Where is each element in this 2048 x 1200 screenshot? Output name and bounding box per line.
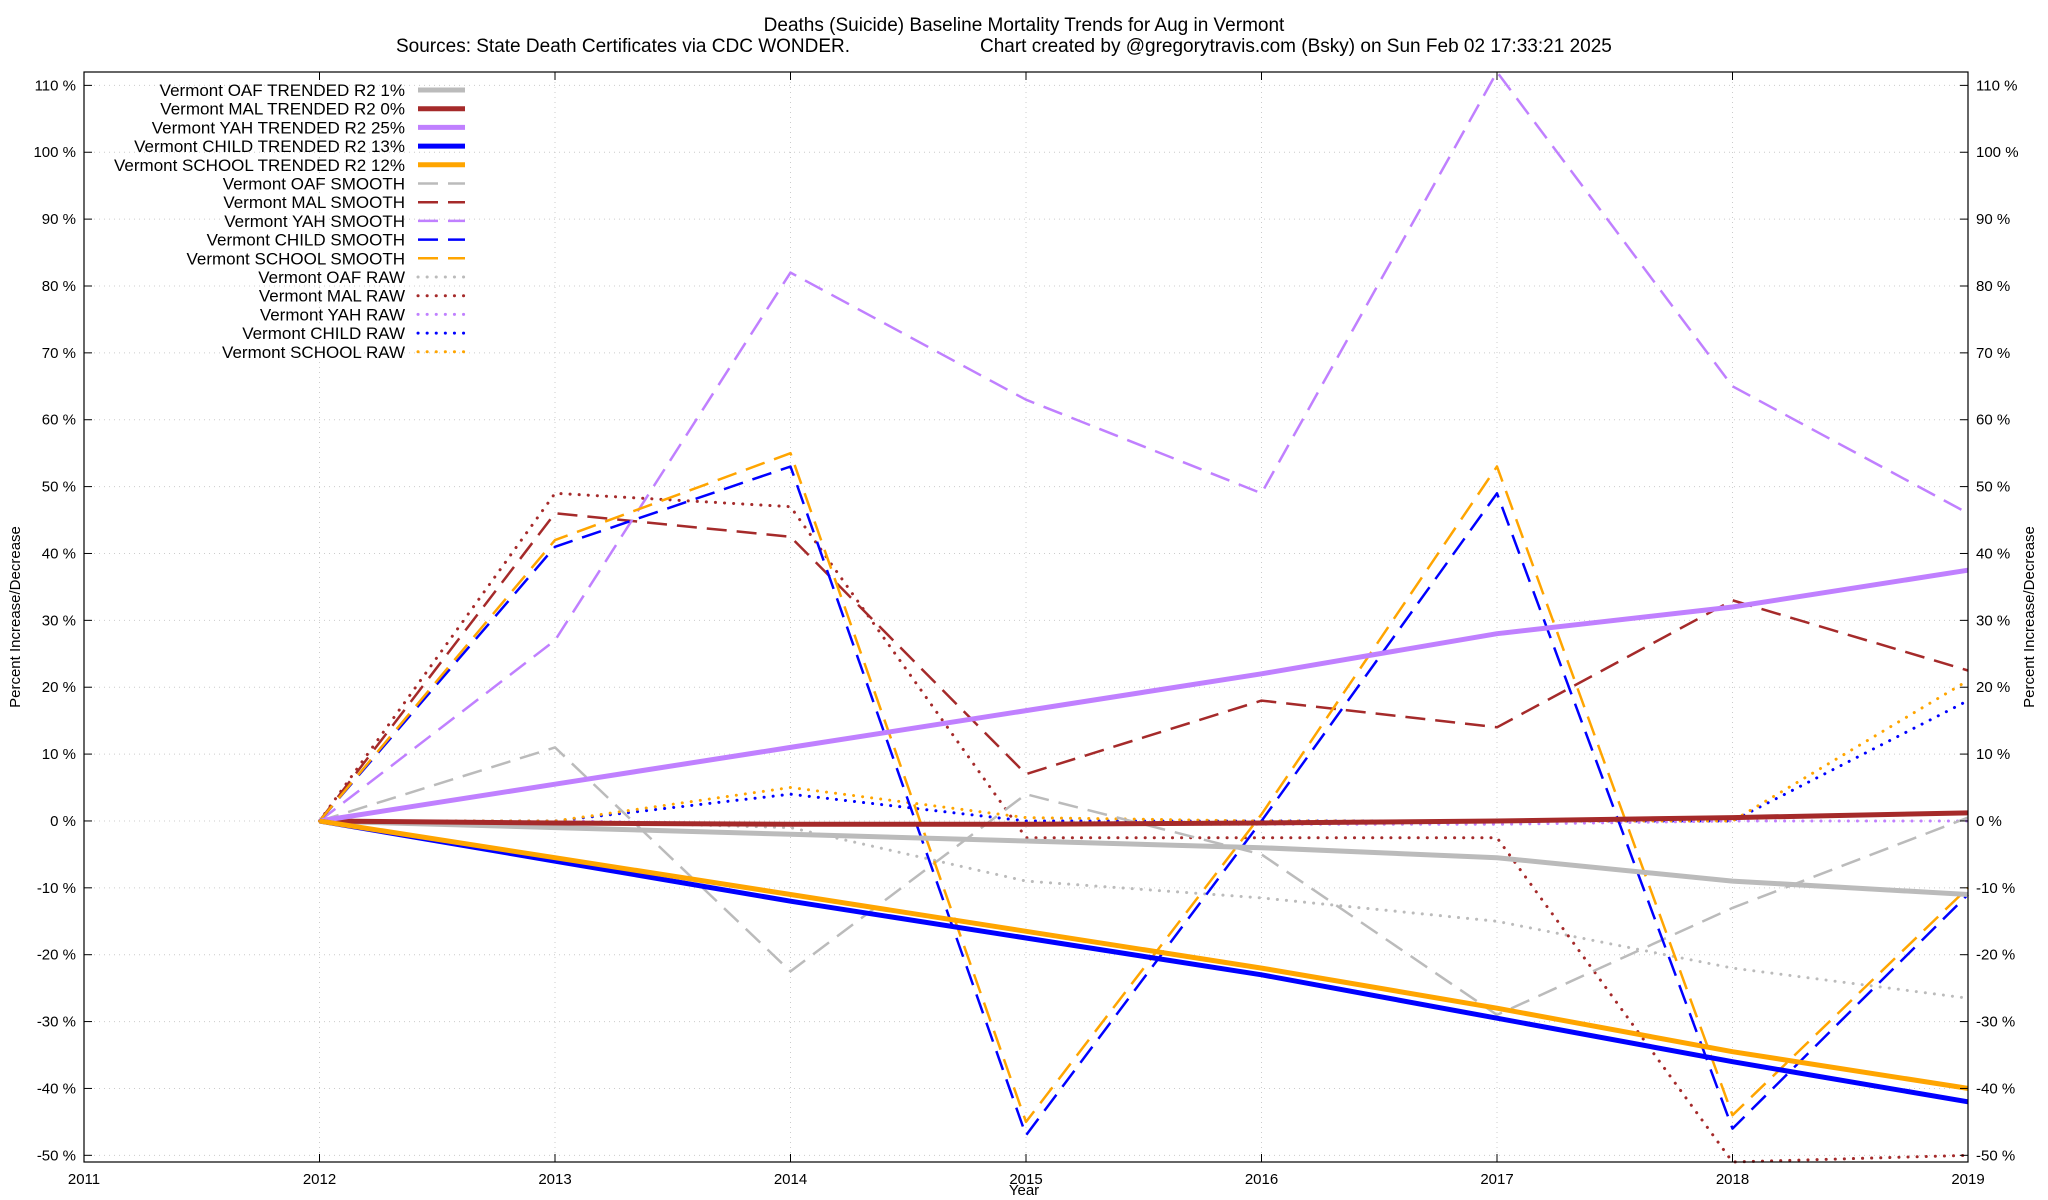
- y-tick-label-left: -20 %: [37, 947, 76, 964]
- series-line-vermont-yah-smooth: [318, 70, 1969, 822]
- series-line-vermont-school-smooth: [318, 451, 1969, 1124]
- y-tick-label-left: 80 %: [42, 278, 76, 295]
- legend-label: Vermont SCHOOL SMOOTH: [186, 249, 405, 268]
- legend-label: Vermont SCHOOL RAW: [222, 343, 405, 362]
- chart-subtitle-source: Sources: State Death Certificates via CD…: [396, 36, 850, 57]
- y-axis-label-left: Percent Increase/Decrease: [7, 526, 24, 708]
- y-tick-label-left: 90 %: [42, 211, 76, 228]
- x-tick-label: 2018: [1716, 1171, 1749, 1188]
- legend-label: Vermont CHILD SMOOTH: [207, 231, 405, 250]
- y-tick-label-left: -40 %: [37, 1080, 76, 1097]
- legend-label: Vermont CHILD RAW: [242, 324, 405, 343]
- y-tick-label-left: 110 %: [35, 77, 76, 94]
- legend-label: Vermont SCHOOL TRENDED R2 12%: [114, 156, 405, 175]
- y-tick-label-left: -10 %: [37, 880, 76, 897]
- legend-label: Vermont OAF SMOOTH: [223, 175, 405, 194]
- legend-label: Vermont MAL TRENDED R2 0%: [160, 100, 405, 119]
- y-tick-label-right: 80 %: [1976, 278, 2010, 295]
- y-tick-label-right: 110 %: [1976, 77, 2017, 94]
- y-tick-label-right: 10 %: [1976, 746, 2010, 763]
- y-tick-label-left: 100 %: [33, 144, 76, 161]
- series-line-vermont-mal-smooth: [318, 512, 1969, 822]
- x-tick-label: 2014: [774, 1171, 807, 1188]
- y-tick-label-left: 70 %: [42, 345, 76, 362]
- legend-label: Vermont MAL SMOOTH: [223, 193, 405, 212]
- x-tick-label: 2019: [1951, 1171, 1984, 1188]
- legend-label: Vermont CHILD TRENDED R2 13%: [134, 137, 405, 156]
- y-tick-label-right: 90 %: [1976, 211, 2010, 228]
- y-tick-label-right: -20 %: [1976, 947, 2015, 964]
- x-tick-label: 2012: [303, 1171, 336, 1188]
- x-tick-label: 2013: [538, 1171, 571, 1188]
- series-line-vermont-school-trended: [319, 818, 1969, 1091]
- x-tick-label: 2017: [1480, 1171, 1513, 1188]
- x-tick-label: 2011: [68, 1171, 100, 1188]
- legend-label: Vermont OAF RAW: [258, 268, 405, 287]
- series-lines: [318, 70, 1970, 1164]
- y-tick-label-left: 50 %: [42, 479, 76, 496]
- y-tick-label-left: 30 %: [42, 612, 76, 629]
- y-tick-label-left: -50 %: [37, 1147, 76, 1164]
- y-tick-label-right: 60 %: [1976, 412, 2010, 429]
- series-line-vermont-child-raw: [318, 699, 1970, 823]
- series-line-vermont-yah-raw: [318, 819, 1970, 826]
- y-tick-label-right: -50 %: [1976, 1147, 2015, 1164]
- chart-subtitle-credit: Chart created by @gregorytravis.com (Bsk…: [980, 36, 1612, 57]
- legend-label: Vermont YAH SMOOTH: [224, 212, 405, 231]
- y-tick-label-right: 100 %: [1976, 144, 2019, 161]
- y-tick-label-left: 20 %: [42, 679, 76, 696]
- x-axis-label: Year: [1009, 1182, 1039, 1199]
- series-line-vermont-child-trended: [319, 818, 1969, 1105]
- y-tick-label-right: 0 %: [1976, 813, 2002, 830]
- series-line-vermont-mal-raw: [318, 491, 1970, 1164]
- y-tick-label-left: 40 %: [42, 545, 76, 562]
- grid: [83, 72, 1969, 1162]
- y-tick-label-right: 30 %: [1976, 612, 2010, 629]
- y-tick-label-left: 10 %: [42, 746, 76, 763]
- y-tick-label-right: -40 %: [1976, 1080, 2015, 1097]
- y-tick-label-right: 40 %: [1976, 545, 2010, 562]
- y-tick-label-left: 0 %: [50, 813, 76, 830]
- legend-label: Vermont OAF TRENDED R2 1%: [160, 81, 405, 100]
- y-tick-label-right: 20 %: [1976, 679, 2010, 696]
- y-axis-label-right: Percent Increase/Decrease: [2021, 526, 2038, 708]
- chart-title: Deaths (Suicide) Baseline Mortality Tren…: [764, 15, 1285, 36]
- series-line-vermont-mal-trended: [319, 810, 1969, 827]
- x-tick-label: 2015: [1009, 1171, 1042, 1188]
- series-line-vermont-yah-trended: [319, 567, 1969, 824]
- y-tick-label-right: -10 %: [1976, 880, 2015, 897]
- y-tick-label-right: 50 %: [1976, 479, 2010, 496]
- series-line-vermont-oaf-smooth: [319, 746, 1969, 1017]
- legend-label: Vermont YAH RAW: [260, 305, 405, 324]
- legend-label: Vermont YAH TRENDED R2 25%: [152, 118, 405, 137]
- series-line-vermont-child-smooth: [318, 465, 1969, 1137]
- y-tick-label-left: 60 %: [42, 412, 76, 429]
- x-tick-label: 2016: [1245, 1171, 1278, 1188]
- series-line-vermont-oaf-trended: [319, 818, 1969, 897]
- series-line-vermont-school-raw: [318, 679, 1970, 823]
- y-tick-label-right: 70 %: [1976, 345, 2010, 362]
- y-tick-label-left: -30 %: [37, 1014, 76, 1031]
- y-tick-label-right: -30 %: [1976, 1014, 2015, 1031]
- legend: Vermont OAF TRENDED R2 1%Vermont MAL TRE…: [114, 81, 467, 362]
- axis-ticks: 110 % 110 % 100 % 100 % 90 % 90 % 80 % 80 % 70 %…: [33, 72, 2019, 1188]
- legend-label: Vermont MAL RAW: [259, 287, 405, 306]
